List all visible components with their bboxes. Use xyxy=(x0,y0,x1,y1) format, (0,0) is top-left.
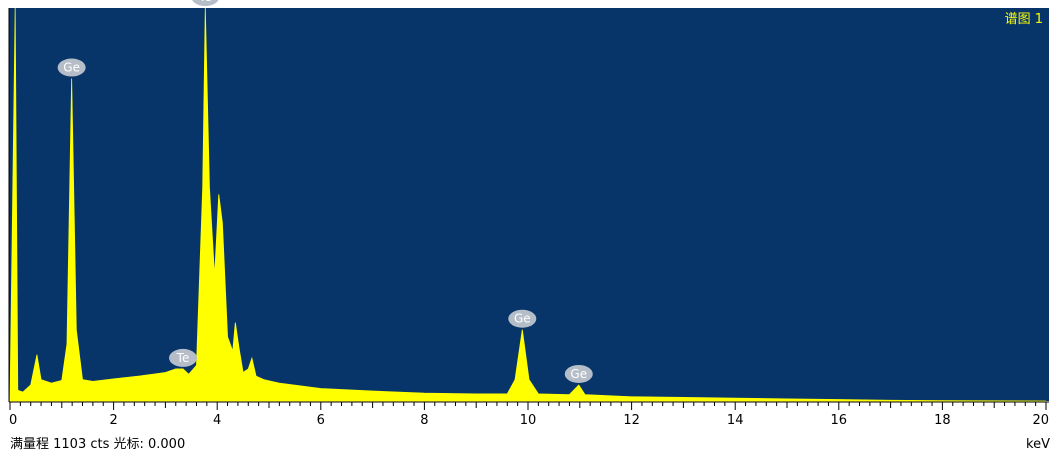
peak-label-bubble xyxy=(564,364,593,383)
x-tick-label: 8 xyxy=(420,413,428,428)
x-axis-ticks xyxy=(9,402,1047,410)
x-tick-label: 12 xyxy=(623,413,640,428)
peak-label-ge-3[interactable]: Ge xyxy=(508,309,537,328)
peak-label-ge-0[interactable]: Ge xyxy=(57,58,86,77)
x-tick-label: 10 xyxy=(520,413,537,428)
plot-background[interactable] xyxy=(9,8,1049,401)
peak-label-text: Ge xyxy=(63,61,80,75)
peak-label-bubble xyxy=(508,309,537,328)
x-tick-label: 20 xyxy=(1032,413,1049,428)
x-tick-label: 2 xyxy=(109,413,117,428)
x-axis-tick-labels: 0 2 4 6 8 10 12 14 16 18 20 xyxy=(9,413,1049,428)
spectrum-layer xyxy=(9,7,1047,402)
peak-label-text: Ge xyxy=(514,312,531,326)
full-scale-status: 满量程 1103 cts 光标: 0.000 xyxy=(10,437,185,452)
peak-label-text: Te xyxy=(176,351,190,365)
spectrum-label: 谱图 1 xyxy=(1005,12,1043,27)
peak-label-bubble xyxy=(192,0,219,6)
peak-labels-layer: Ge Te Te Ge Ge xyxy=(57,0,593,383)
peak-label-bubble xyxy=(57,58,86,77)
x-tick-label: 4 xyxy=(213,413,221,428)
x-tick-label: 0 xyxy=(9,413,17,428)
x-tick-label: 18 xyxy=(934,413,951,428)
peak-label-bubble xyxy=(169,348,198,367)
peak-label-text: Te xyxy=(198,0,212,4)
x-tick-label: 16 xyxy=(831,413,848,428)
peak-label-te-1[interactable]: Te xyxy=(169,348,198,367)
x-axis-unit-label: keV xyxy=(1026,437,1050,452)
peak-label-ge-4[interactable]: Ge xyxy=(564,364,593,383)
peak-label-text: Ge xyxy=(570,367,587,381)
peak-label-te-2[interactable]: Te xyxy=(191,0,219,6)
x-tick-label: 14 xyxy=(727,413,744,428)
x-tick-label: 6 xyxy=(317,413,325,428)
spectrum-series xyxy=(9,7,1047,402)
